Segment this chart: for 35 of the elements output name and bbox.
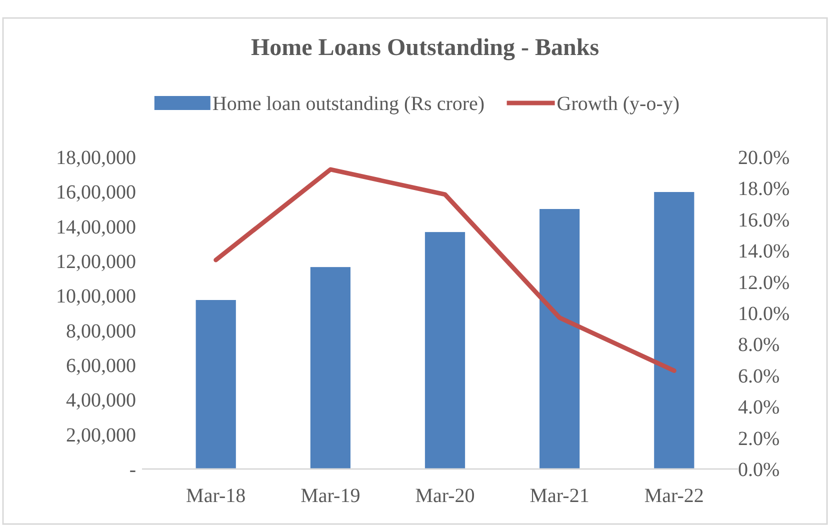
y2-tick-label: 18.0% — [738, 178, 790, 200]
x-tick-label: Mar-22 — [644, 485, 704, 507]
chart-title: Home Loans Outstanding - Banks — [250, 35, 600, 61]
y2-tick-label: 6.0% — [738, 365, 780, 388]
y-tick-label: 12,00,000 — [56, 251, 136, 273]
legend-label: Home loan outstanding (Rs crore) — [212, 93, 485, 115]
y-tick-label: 4,00,000 — [66, 390, 136, 412]
y-tick-label: - — [129, 459, 136, 481]
y2-tick-label: 20.0% — [738, 147, 790, 169]
y2-tick-label: 2.0% — [738, 428, 780, 450]
y-tick-label: 14,00,000 — [56, 216, 136, 238]
y-tick-label: 16,00,000 — [56, 182, 136, 204]
x-tick-label: Mar-19 — [300, 485, 360, 507]
y2-tick-label: 4.0% — [738, 396, 780, 419]
y-tick-label: 18,00,000 — [56, 147, 136, 169]
legend-label: Growth (y-o-y) — [556, 93, 680, 115]
y2-tick-label: 12.0% — [738, 272, 790, 294]
bar — [424, 232, 466, 469]
y-tick-label: 2,00,000 — [66, 424, 136, 446]
y2-tick-label: 0.0% — [738, 459, 780, 481]
bar — [654, 192, 694, 469]
x-tick-label: Mar-21 — [530, 485, 590, 507]
y-tick-label: 6,00,000 — [66, 355, 136, 377]
x-tick-label: Mar-18 — [186, 485, 246, 507]
x-tick-label: Mar-20 — [415, 485, 475, 507]
bar — [310, 267, 350, 469]
y2-tick-label: 8.0% — [738, 334, 780, 356]
y2-tick-label: 14.0% — [738, 240, 790, 263]
bar — [540, 209, 580, 469]
y-tick-label: 10,00,000 — [56, 286, 136, 308]
y2-tick-label: 10.0% — [738, 303, 790, 325]
y2-tick-label: 16.0% — [738, 209, 790, 232]
line-series — [214, 167, 676, 373]
bar — [196, 300, 236, 469]
y-tick-label: 8,00,000 — [66, 320, 136, 342]
